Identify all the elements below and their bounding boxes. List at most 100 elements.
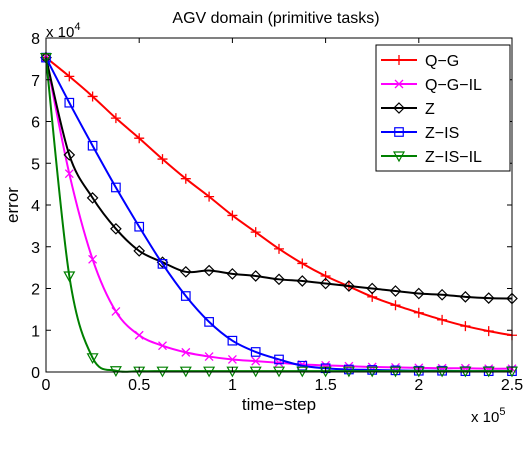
x-tick-label: 0.5 [128, 377, 150, 394]
data-point [249, 270, 262, 282]
y-tick-label: 5 [31, 156, 40, 173]
data-point [133, 245, 146, 257]
data-point [158, 341, 167, 351]
data-point [109, 366, 122, 377]
data-point [63, 149, 76, 161]
x-axis-multiplier: x 105 [471, 406, 505, 426]
data-point [436, 288, 448, 301]
data-point [63, 271, 76, 283]
data-point [180, 173, 191, 184]
y-tick-label: 8 [31, 31, 40, 48]
data-point [110, 113, 121, 124]
data-point [251, 356, 261, 366]
data-point [64, 97, 75, 108]
x-multiplier-exponent: 5 [499, 406, 505, 418]
data-point [460, 321, 471, 332]
data-point [389, 285, 402, 297]
x-tick-label: 2 [414, 377, 423, 394]
data-point [87, 140, 98, 151]
data-point [250, 347, 261, 357]
data-point [179, 265, 192, 278]
data-point [250, 227, 261, 238]
series-line [45, 57, 512, 373]
legend-marker [393, 102, 405, 114]
legend-item: Z [381, 101, 435, 118]
y-tick-label: 0 [31, 365, 40, 382]
legend-label: Z−IS [425, 125, 459, 142]
legend-marker [394, 127, 404, 137]
data-point [134, 133, 145, 144]
data-point [111, 182, 121, 193]
data-point [412, 287, 425, 300]
data-point [274, 354, 284, 365]
data-point [227, 355, 237, 364]
data-point [204, 352, 214, 362]
data-point [86, 353, 99, 365]
data-point [273, 273, 285, 286]
data-point [297, 258, 308, 269]
x-tick-label: 2.5 [501, 377, 523, 394]
legend-label: Q−G [425, 53, 459, 70]
y-tick-label: 4 [31, 198, 40, 215]
data-point [319, 277, 332, 290]
data-point [482, 292, 495, 304]
data-point [367, 365, 378, 375]
data-point [297, 360, 308, 371]
data-point [111, 307, 121, 316]
y-tick-label: 3 [31, 240, 40, 257]
data-point [88, 254, 98, 264]
data-point [227, 210, 238, 221]
chart-title: AGV domain (primitive tasks) [172, 10, 379, 27]
legend-item: Q−G [381, 53, 459, 70]
y-axis-label: error [3, 187, 22, 223]
x-axis-label: time−step [242, 395, 316, 414]
data-point [483, 326, 494, 337]
legend-marker [394, 55, 404, 65]
x-axis: 0 0.5 1 1.5 2 2.5 [42, 38, 523, 394]
data-point [134, 330, 144, 340]
data-point [86, 192, 99, 204]
series-line [45, 57, 513, 300]
x-tick-label: 1.5 [314, 377, 336, 394]
y-multiplier-exponent: 4 [74, 21, 80, 33]
x-multiplier-base: x 10 [471, 409, 499, 426]
data-point [274, 243, 284, 254]
legend-item: Z−IS [381, 125, 459, 142]
data-point [180, 291, 191, 301]
y-tick-label: 7 [31, 73, 40, 90]
data-point [437, 314, 448, 325]
x-tick-label: 1 [228, 377, 237, 394]
data-point [413, 307, 424, 318]
y-tick-label: 6 [31, 115, 40, 132]
legend-marker [392, 151, 406, 163]
legend-label: Z [425, 101, 435, 118]
legend-item: Z−IS−IL [381, 149, 482, 166]
legend-label: Q−G−IL [425, 77, 482, 94]
y-axis-multiplier: x 104 [46, 21, 80, 41]
data-point [459, 291, 472, 303]
data-point [157, 154, 168, 165]
y-tick-label: 2 [31, 282, 40, 299]
data-point [181, 347, 191, 357]
y-axis: 0 1 2 3 4 5 6 7 8 [31, 31, 512, 382]
data-point [320, 270, 331, 281]
legend: Q−G Q−G−IL Z Z−IS Z−IS−IL [375, 44, 511, 172]
data-point [366, 282, 379, 295]
legend-marker [394, 79, 404, 89]
legend-item: Q−G−IL [381, 77, 482, 94]
data-point [226, 268, 239, 280]
data-point [110, 222, 122, 235]
legend-label: Z−IS−IL [425, 149, 482, 166]
data-point [296, 275, 309, 287]
data-point [390, 300, 401, 311]
data-point [227, 335, 238, 346]
data-point [204, 191, 215, 202]
y-tick-label: 1 [31, 323, 40, 340]
series-0 [41, 52, 517, 341]
data-point [87, 91, 98, 102]
data-point [203, 264, 215, 277]
data-point [343, 280, 355, 292]
data-point [204, 317, 214, 327]
data-point [64, 169, 74, 179]
